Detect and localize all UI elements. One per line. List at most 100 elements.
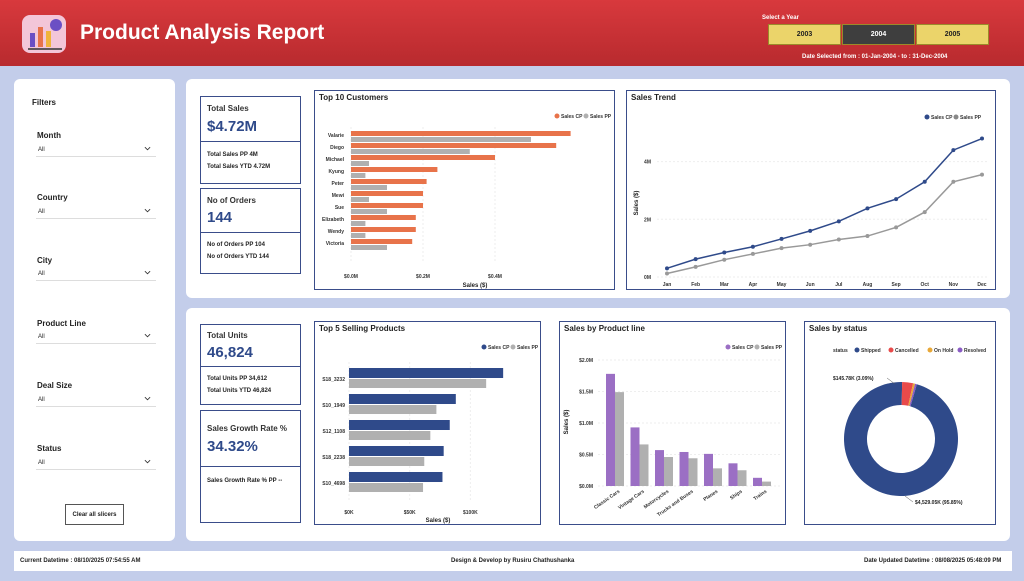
point-sales-cp	[980, 136, 984, 141]
x-tick-label: Oct	[921, 282, 930, 288]
deal-size-filter-dropdown[interactable]: All	[36, 393, 156, 407]
legend-marker	[888, 347, 894, 353]
y-tick-label: 2M	[644, 217, 651, 223]
legend-marker-pp	[754, 344, 760, 350]
legend-label-cp: Sales CP	[561, 114, 583, 120]
bar-sales-cp	[351, 179, 427, 184]
chevron-down-icon	[144, 146, 151, 151]
country-filter-dropdown[interactable]: All	[36, 205, 156, 219]
x-tick-label: Jul	[835, 282, 843, 288]
line-sales-pp	[666, 173, 983, 275]
bar-sales-cp	[351, 167, 438, 172]
bar-sales-cp	[349, 446, 444, 456]
bar-sales-pp	[351, 161, 369, 166]
chevron-down-icon	[144, 333, 151, 338]
category-label: S18_2238	[322, 455, 345, 461]
card-divider	[201, 141, 300, 142]
sales-status-chart: Sales by status status Shipped Cancelled On…	[804, 321, 996, 525]
status-filter-dropdown[interactable]: All	[36, 456, 156, 470]
bar-sales-pp	[349, 457, 425, 466]
point-sales-pp	[693, 264, 698, 269]
bar-sales-cp	[351, 191, 423, 196]
bar-sales-pp	[737, 470, 747, 486]
legend-marker	[957, 347, 963, 353]
category-label: Ships	[729, 489, 744, 502]
legend-label-pp: Sales PP	[590, 114, 612, 120]
category-label: Elizabeth	[322, 217, 344, 223]
growth-rate-card: Sales Growth Rate % 34.32% Sales Growth …	[200, 410, 301, 523]
y-axis-label: Sales ($)	[564, 410, 570, 435]
card-divider	[201, 366, 300, 367]
point-sales-pp	[894, 225, 899, 230]
category-label: Victoria	[326, 241, 344, 247]
x-tick-label: Jan	[663, 282, 672, 288]
legend-marker-pp	[953, 114, 959, 120]
chevron-down-icon	[144, 208, 151, 213]
data-label-shipped: $4,529.05K (95.85%)	[915, 500, 963, 506]
category-label: S12_1108	[322, 429, 345, 435]
city-filter-value: All	[38, 270, 45, 277]
bar-sales-cp	[351, 203, 423, 208]
bar-sales-pp	[351, 197, 369, 202]
legend-marker	[927, 347, 933, 353]
x-tick-label: $0.2M	[416, 274, 430, 280]
total-units-title: Total Units	[207, 331, 248, 340]
category-label: Vintage Cars	[617, 489, 646, 512]
city-filter-dropdown[interactable]: All	[36, 267, 156, 281]
bar-sales-pp	[351, 245, 387, 250]
year-button-2004[interactable]: 2004	[842, 24, 915, 45]
legend-marker-pp	[583, 113, 589, 119]
category-label: S10_4698	[322, 481, 345, 487]
product-line-filter-label: Product Line	[37, 319, 86, 328]
country-filter-value: All	[38, 208, 45, 215]
y-tick-label: 4M	[644, 160, 651, 166]
legend-title: status	[833, 348, 848, 354]
legend-label-cp: Sales CP	[931, 115, 953, 121]
x-tick-label: Nov	[949, 282, 959, 288]
x-tick-label: Mar	[720, 282, 729, 288]
x-tick-label: Apr	[749, 282, 758, 288]
x-axis-label: Sales ($)	[426, 518, 451, 524]
legend-label-cp: Sales CP	[488, 345, 510, 351]
point-sales-cp	[922, 179, 927, 184]
bar-sales-cp	[704, 453, 713, 486]
legend-label: Shipped	[861, 348, 881, 354]
bar-sales-cp	[351, 131, 571, 136]
data-label-cancelled: $145.78K (3.09%)	[833, 376, 874, 382]
year-button-2005[interactable]: 2005	[916, 24, 989, 45]
bar-sales-pp	[351, 221, 366, 226]
y-tick-label: $0.5M	[579, 453, 593, 459]
clear-all-slicers-button[interactable]: Clear all slicers	[65, 504, 124, 525]
year-select-label: Select a Year	[762, 15, 799, 21]
bar-sales-cp	[351, 143, 557, 148]
x-tick-label: May	[777, 282, 787, 288]
bar-sales-pp	[351, 209, 387, 214]
point-sales-cp	[693, 257, 698, 262]
card-divider	[201, 232, 300, 233]
point-sales-pp	[779, 246, 784, 251]
x-tick-label: Dec	[977, 282, 986, 288]
sales-trend-chart: Sales Trend Sales CP Sales PP 0M 2M 4M Jan Feb…	[626, 90, 996, 290]
legend-marker-pp	[510, 344, 516, 350]
orders-pp: No of Orders PP 104	[207, 242, 265, 248]
status-filter-label: Status	[37, 444, 62, 453]
product-line-chart: Sales by Product line Sales CP Sales PP $0…	[559, 321, 786, 525]
point-sales-cp	[808, 228, 813, 233]
point-sales-cp	[865, 206, 870, 211]
deal-size-filter-value: All	[38, 396, 45, 403]
month-filter-dropdown[interactable]: All	[36, 143, 156, 157]
current-datetime: Current Datetime : 08/10/2025 07:54:55 A…	[20, 558, 141, 564]
year-button-2003[interactable]: 2003	[768, 24, 841, 45]
top-customers-title: Top 10 Customers	[319, 93, 389, 102]
legend-label-pp: Sales PP	[517, 345, 539, 351]
bar-sales-cp	[351, 239, 413, 244]
product-line-filter-dropdown[interactable]: All	[36, 330, 156, 344]
point-sales-pp	[980, 172, 984, 177]
orders-ytd: No of Orders YTD 144	[207, 254, 269, 260]
point-sales-pp	[722, 257, 727, 262]
product-line-filter-value: All	[38, 333, 45, 340]
category-label: Trains	[753, 489, 769, 502]
sales-trend-svg: Sales CP Sales PP 0M 2M 4M Jan Feb Mar Apr May Jun…	[634, 114, 987, 288]
x-tick-label: $100K	[463, 510, 478, 516]
category-label: Michael	[326, 157, 345, 163]
